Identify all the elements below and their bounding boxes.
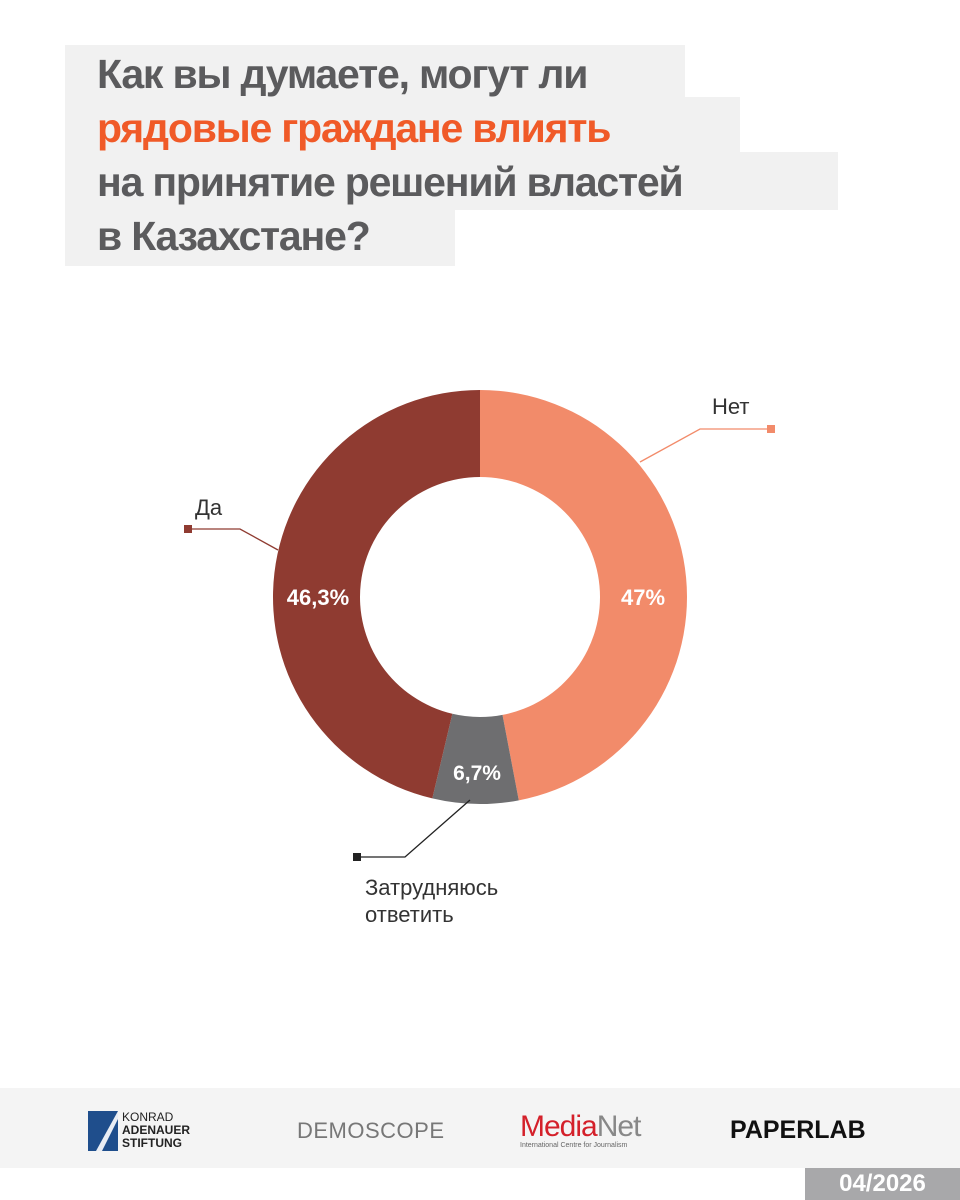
title-line-3: на принятие решений властей [97,159,684,205]
value-net: 47% [621,585,665,610]
title-bg-3 [65,152,838,210]
title-line-1: Как вы думаете, могут ли [97,51,588,97]
logo-medianet: MediaNet International Centre for Journa… [520,1108,642,1153]
medianet-net: Net [596,1110,642,1143]
label-hard-2: ответить [365,902,454,927]
kas-line-1: KONRAD [122,1110,174,1124]
donut-chart: Нет Да Затрудняюсь ответить 47% 6,7% 46,… [184,390,775,927]
logo-kas: KONRAD ADENAUER STIFTUNG [88,1108,190,1153]
logo-demoscope: DEMOSCOPE [297,1108,445,1153]
title-line-2: рядовые граждане влиять [97,105,611,151]
logo-paperlab: PAPERLAB [730,1108,866,1153]
marker-da [184,525,192,533]
label-net: Нет [712,394,749,419]
value-hard: 6,7% [453,762,501,785]
paperlab-text: PAPERLAB [730,1116,866,1144]
marker-hard [353,853,361,861]
donut-slice-1 [432,713,519,804]
leader-line-hard [357,799,471,858]
title-bg-1 [65,45,685,103]
medianet-media: Media [520,1110,598,1143]
leader-line-da [188,528,279,551]
leader-line-net [639,428,771,463]
value-da: 46,3% [287,585,349,610]
label-hard-1: Затрудняюсь [365,875,498,900]
medianet-sub: International Centre for Journalism [520,1142,628,1149]
kas-line-2: ADENAUER [122,1123,191,1137]
kas-logo-mark [88,1110,118,1151]
kas-line-3: STIFTUNG [122,1136,182,1150]
donut-slice-2 [272,390,480,799]
date-badge: 04/2026 [805,1168,960,1200]
title-line-4: в Казахстане? [97,213,371,259]
footer [0,1088,960,1168]
donut-slice-0 [480,390,687,801]
label-da: Да [195,495,223,520]
title-bg-4 [65,208,455,266]
marker-net [767,425,775,433]
demoscope-text: DEMOSCOPE [297,1117,445,1143]
title-bg-2 [65,97,740,155]
